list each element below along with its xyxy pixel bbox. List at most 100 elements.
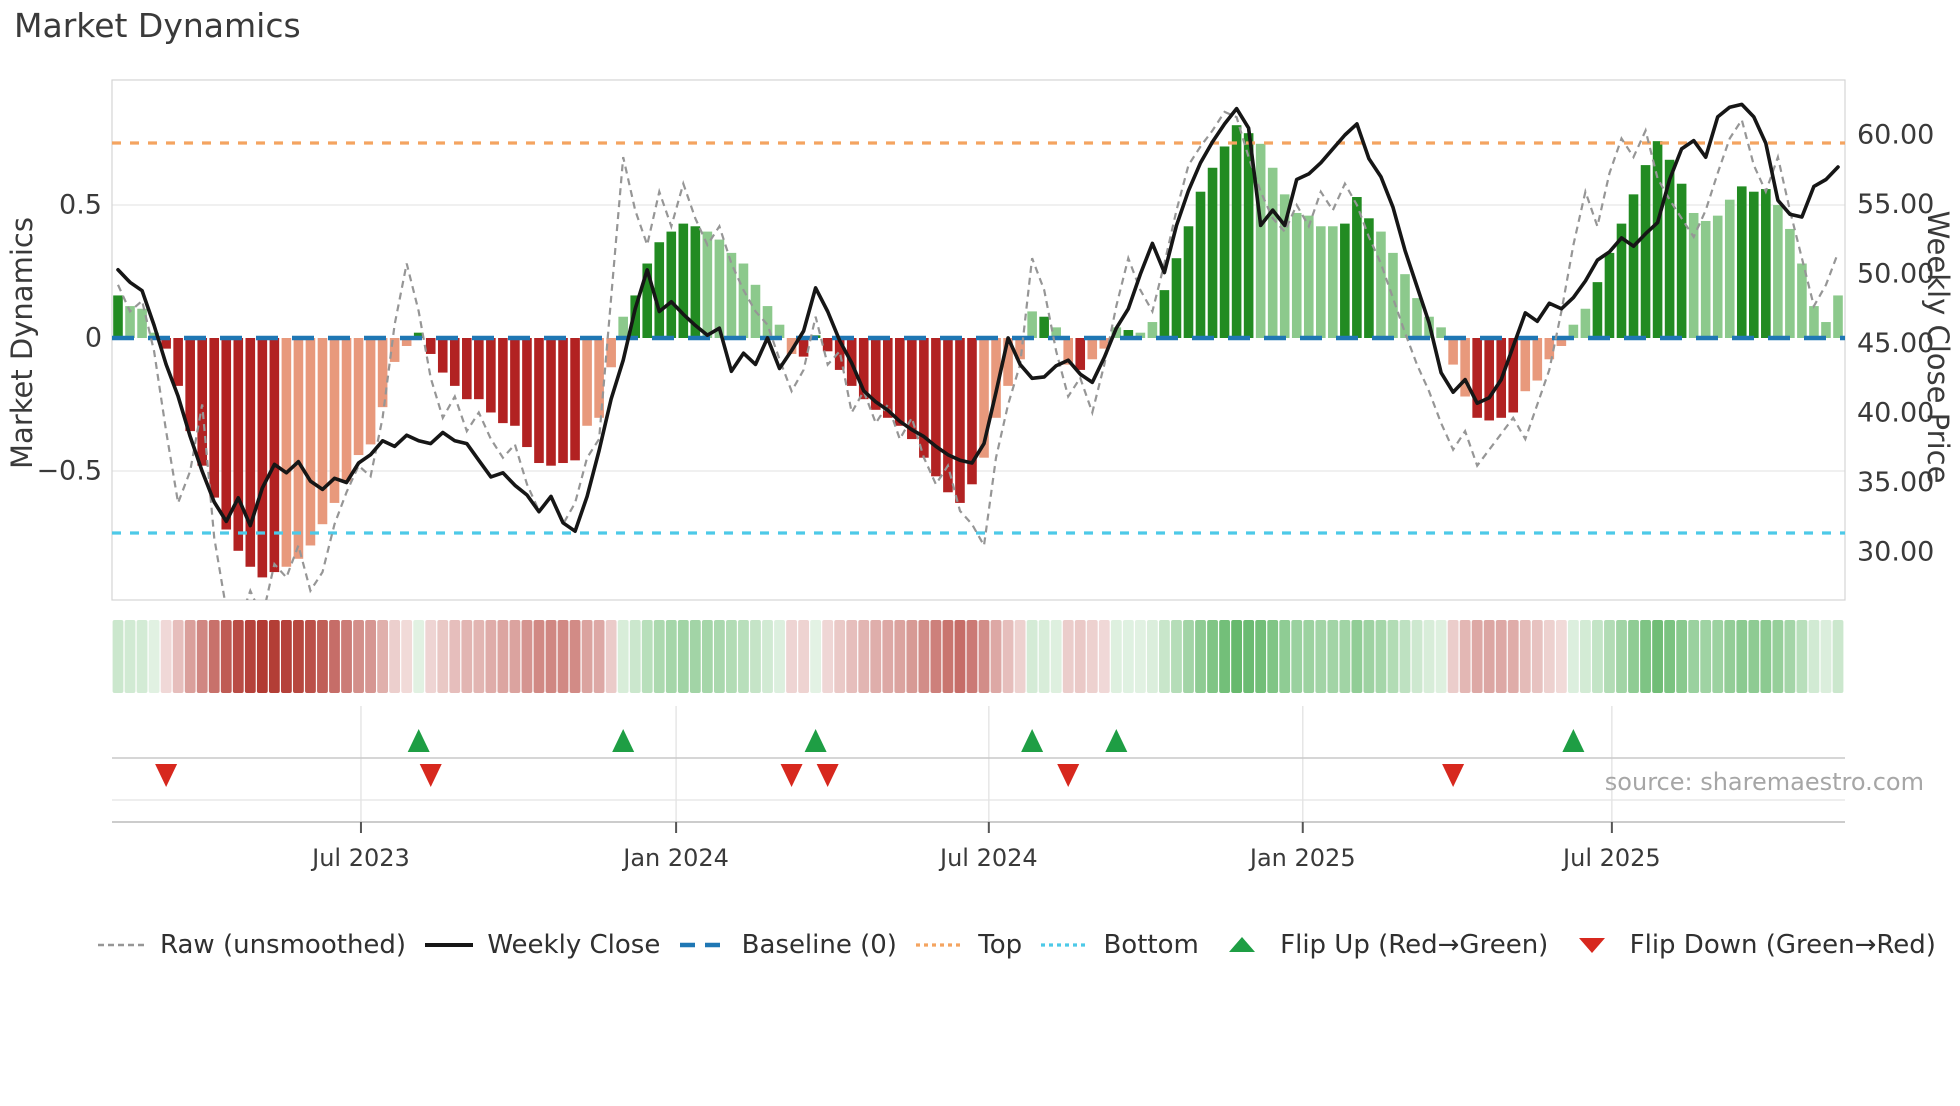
heatmap-cell: [1772, 620, 1784, 693]
heatmap-cell: [726, 620, 737, 693]
oscillator-bar: [1508, 338, 1519, 413]
oscillator-bar: [1664, 159, 1675, 338]
heatmap-cell: [545, 620, 557, 693]
heatmap-cell: [1447, 620, 1459, 693]
heatmap-cell: [798, 620, 809, 693]
oscillator-bar: [161, 338, 171, 349]
oscillator-bar: [281, 338, 292, 567]
heatmap-cell: [1098, 620, 1110, 693]
heatmap-cell: [605, 620, 617, 693]
right-tick-label: 60.00: [1857, 120, 1934, 151]
heatmap-cell: [593, 620, 605, 693]
heatmap-cell: [172, 620, 184, 693]
oscillator-bar: [895, 338, 905, 426]
heatmap-cell: [1435, 620, 1447, 693]
heatmap-cell: [1592, 620, 1603, 693]
heatmap-cell: [1291, 620, 1303, 693]
oscillator-bar: [365, 338, 376, 445]
heatmap-cell: [136, 620, 148, 693]
oscillator-bar: [1640, 165, 1651, 338]
heatmap-cell: [870, 620, 882, 693]
right-axis-title: Weekly Close Price: [1921, 210, 1955, 484]
oscillator-bar: [1099, 338, 1110, 349]
oscillator-bar: [546, 338, 556, 466]
right-tick-label: 50.00: [1857, 259, 1934, 290]
heatmap-cell: [1375, 620, 1387, 693]
heatmap-cell: [846, 620, 858, 693]
oscillator-bar: [462, 338, 472, 400]
heatmap-cell: [617, 620, 629, 693]
heatmap-cell: [148, 620, 160, 693]
left-tick-label: −0.5: [36, 456, 102, 487]
heatmap-cell: [1543, 620, 1555, 693]
right-tick-label: 35.00: [1857, 467, 1934, 498]
flip-up-marker: [1105, 729, 1128, 752]
oscillator-bar: [714, 239, 725, 338]
heatmap-cell: [822, 620, 834, 693]
legend-label: Flip Down (Green→Red): [1629, 930, 1936, 960]
x-axis: Jul 2023 Jan 2024 Jul 2024 Jan 2025 Jul 2025: [310, 822, 1661, 872]
oscillator-bar: [486, 338, 496, 413]
heatmap-cell: [112, 620, 124, 693]
heatmap-cell: [1495, 620, 1507, 693]
heatmap-cell: [1062, 620, 1074, 693]
oscillator-bar: [1749, 191, 1759, 338]
right-tick-label: 30.00: [1857, 537, 1934, 568]
heatmap-cell: [1171, 620, 1182, 693]
heatmap-cell: [882, 620, 894, 693]
oscillator-bar: [1195, 191, 1206, 338]
oscillator-bar: [449, 338, 460, 386]
oscillator-bar: [329, 338, 340, 503]
heatmap-cell: [1664, 620, 1676, 693]
oscillator-bar: [1520, 338, 1531, 392]
oscillator-bar: [498, 338, 508, 424]
oscillator-bar: [1207, 167, 1218, 338]
heatmap-cell: [1604, 620, 1615, 693]
heatmap-cell: [1760, 620, 1772, 693]
heatmap-cell: [1399, 620, 1411, 693]
heatmap-cell: [353, 620, 364, 693]
oscillator-bar: [305, 338, 316, 546]
main-gridlines: [112, 204, 1845, 472]
oscillator-bar: [1051, 327, 1061, 338]
heatmap-cell: [293, 620, 304, 693]
right-tick-label: 40.00: [1857, 398, 1934, 429]
solid-black-swatch-icon: [425, 943, 474, 947]
heatmap-cell: [305, 620, 316, 693]
heatmap-cell: [425, 620, 437, 693]
heatmap-cell: [713, 620, 725, 693]
oscillator-bar: [1809, 306, 1819, 338]
oscillator-bar: [1135, 332, 1146, 338]
heatmap-cell: [1808, 620, 1820, 693]
heatmap-cell: [1700, 620, 1712, 693]
x-tick-label: Jul 2025: [1561, 844, 1661, 872]
heatmap-cell: [1820, 620, 1832, 693]
oscillator-bar: [1436, 327, 1446, 338]
legend-item-dash-blue: Baseline (0): [678, 930, 897, 960]
oscillator-bar: [979, 338, 989, 458]
oscillator-bar: [1412, 298, 1422, 338]
oscillator-bar: [1219, 146, 1230, 338]
heatmap-cell: [1531, 620, 1543, 693]
oscillator-bar: [1833, 295, 1843, 338]
legend-label: Baseline (0): [741, 930, 897, 960]
left-axis-title: Market Dynamics: [5, 217, 39, 469]
oscillator-bar: [870, 338, 881, 410]
heatmap-cell: [533, 620, 545, 693]
oscillator-bar: [137, 308, 147, 338]
heatmap-cell: [858, 620, 870, 693]
legend-item-dot-cyan: Bottom: [1039, 930, 1199, 960]
heatmap-cell: [1315, 620, 1327, 693]
oscillator-bar: [1003, 338, 1013, 386]
heatmap-cell: [786, 620, 797, 693]
oscillator-bar: [1652, 141, 1663, 338]
oscillator-bar: [1063, 338, 1074, 365]
heatmap-cell: [1303, 620, 1315, 693]
heatmap-cell: [1122, 620, 1134, 693]
heatmap-strip: [112, 620, 1844, 693]
heatmap-cell: [268, 620, 280, 693]
oscillator-bar: [1340, 223, 1350, 338]
heatmap-cell: [1243, 620, 1255, 693]
oscillator-bar: [1761, 189, 1771, 338]
oscillator-bar: [1448, 338, 1458, 365]
